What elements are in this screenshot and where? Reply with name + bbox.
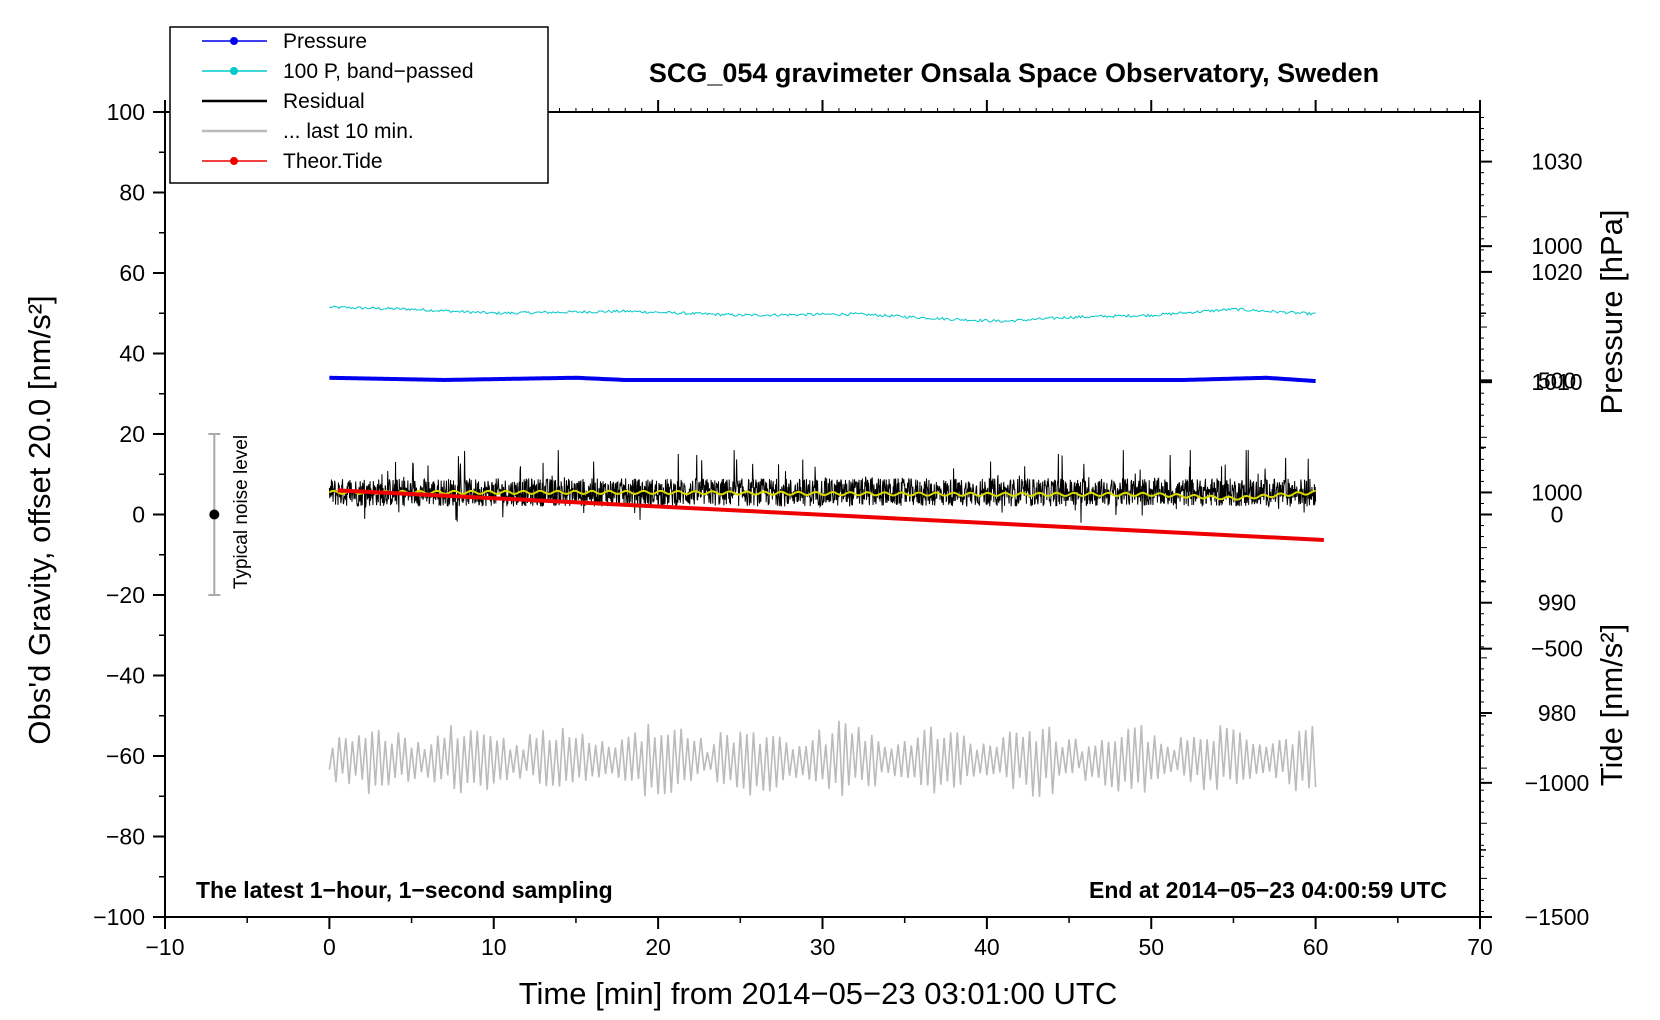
x-tick-label: 0 <box>323 934 336 960</box>
y-tick-label: −20 <box>106 582 145 608</box>
pressure-axis-label: Pressure [hPa] <box>1594 209 1629 414</box>
pressure-tick-label: 980 <box>1538 700 1576 726</box>
y-tick-label: −40 <box>106 663 145 689</box>
legend-marker <box>230 67 238 75</box>
legend-box <box>169 26 549 184</box>
pressure-tick-label: 1030 <box>1531 149 1582 175</box>
tick-marks <box>153 100 1492 929</box>
x-tick-label: 70 <box>1467 934 1493 960</box>
tide-tick-labels: 1000 500 0 −500 −1000 −1500 <box>1525 233 1590 930</box>
legend: Pressure 100 P, band−passed Residual ... la… <box>169 26 549 184</box>
noise-level-label: Typical noise level <box>231 435 252 589</box>
pressure-series <box>329 375 1316 384</box>
x-tick-label: 60 <box>1303 934 1329 960</box>
pressure-tick-label: 1010 <box>1531 369 1582 395</box>
legend-label: Residual <box>283 90 365 113</box>
y-tick-label: 80 <box>119 180 145 206</box>
pressure-tick-label: 1000 <box>1531 479 1582 505</box>
legend-marker <box>230 37 238 45</box>
y-tick-label: 100 <box>107 99 145 125</box>
residual-series <box>328 450 1317 523</box>
legend-marker <box>230 157 238 165</box>
x-tick-label: 20 <box>645 934 671 960</box>
x-tick-label: 40 <box>974 934 1000 960</box>
y-tick-label: −60 <box>106 743 145 769</box>
y-tick-label: 60 <box>119 260 145 286</box>
legend-label: Theor.Tide <box>283 150 383 173</box>
tide-axis-label: Tide [nm/s²] <box>1594 624 1629 787</box>
y-tick-label: 20 <box>119 421 145 447</box>
x-tick-label: 10 <box>481 934 507 960</box>
legend-label: ... last 10 min. <box>283 120 414 143</box>
y-tick-labels: 100 80 60 40 20 0 −20 −40 −60 −80 −100 <box>93 99 145 930</box>
x-axis-label: Time [min] from 2014−05−23 03:01:00 UTC <box>519 976 1118 1011</box>
pressure-tick-label: 990 <box>1538 590 1576 616</box>
x-tick-label: 30 <box>810 934 836 960</box>
theoretical-tide-series <box>337 488 1324 542</box>
chart-title: SCG_054 gravimeter Onsala Space Observat… <box>649 58 1379 88</box>
x-tick-label: 50 <box>1138 934 1164 960</box>
tide-tick-label: 1000 <box>1531 233 1582 259</box>
series-group <box>328 305 1324 797</box>
sampling-note: The latest 1−hour, 1−second sampling <box>196 877 613 903</box>
tide-tick-label: 500 <box>1538 367 1576 393</box>
y-axis-label: Obs'd Gravity, offset 20.0 [nm/s²] <box>22 295 57 744</box>
noise-level-indicator: Typical noise level <box>208 433 252 596</box>
tide-tick-label: −1000 <box>1525 770 1590 796</box>
x-tick-labels: −10 0 10 20 30 40 50 60 70 <box>145 934 1492 960</box>
tide-tick-label: 0 <box>1551 502 1564 528</box>
legend-label: Pressure <box>283 30 367 53</box>
tide-tick-label: −1500 <box>1525 904 1590 930</box>
x-tick-label: −10 <box>145 934 184 960</box>
band-passed-pressure-series <box>329 305 1316 323</box>
end-time-note: End at 2014−05−23 04:00:59 UTC <box>1089 877 1447 903</box>
legend-label: 100 P, band−passed <box>283 60 474 83</box>
tide-tick-label: −500 <box>1531 636 1583 662</box>
residual-smoothed-series <box>328 489 1316 501</box>
y-tick-label: −80 <box>106 824 145 850</box>
last-10-min-series <box>328 720 1317 797</box>
y-tick-label: −100 <box>93 904 145 930</box>
noise-center-dot <box>209 509 220 520</box>
pressure-tick-label: 1020 <box>1531 259 1582 285</box>
pressure-tick-labels: 1030 1020 1010 1000 990 980 <box>1531 149 1582 726</box>
y-tick-label: 0 <box>132 502 145 528</box>
y-tick-label: 40 <box>119 341 145 367</box>
